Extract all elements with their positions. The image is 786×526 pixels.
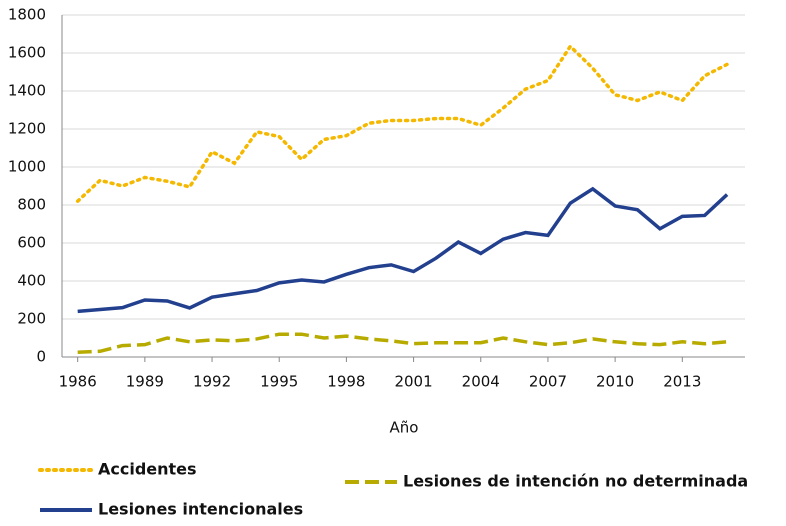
- x-tick-label: 2001: [394, 373, 432, 391]
- legend-label: Accidentes: [98, 460, 197, 479]
- y-tick-label: 1600: [8, 44, 46, 62]
- legend-label: Lesiones de intención no determinada: [403, 472, 748, 491]
- y-tick-label: 200: [17, 310, 46, 328]
- x-tick-label: 1992: [193, 373, 231, 391]
- x-tick-label: 2013: [663, 373, 701, 391]
- x-tick-label: 2004: [462, 373, 500, 391]
- y-tick-label: 800: [17, 196, 46, 214]
- x-tick-label: 1998: [327, 373, 365, 391]
- x-tick-label: 1989: [126, 373, 164, 391]
- y-tick-label: 1800: [8, 6, 46, 24]
- x-axis-label: Año: [390, 419, 419, 437]
- y-tick-label: 1000: [8, 158, 46, 176]
- y-tick-label: 0: [36, 348, 46, 366]
- x-tick-label: 2007: [529, 373, 567, 391]
- x-tick-label: 2010: [596, 373, 634, 391]
- y-tick-label: 400: [17, 272, 46, 290]
- legend-label: Lesiones intencionales: [98, 500, 303, 519]
- x-tick-label: 1986: [59, 373, 97, 391]
- y-tick-label: 1200: [8, 120, 46, 138]
- x-tick-label: 1995: [260, 373, 298, 391]
- series-line: [75, 43, 729, 203]
- y-tick-label: 600: [17, 234, 46, 252]
- y-tick-label: 1400: [8, 82, 46, 100]
- series-line: [77, 332, 728, 354]
- series-line: [77, 186, 729, 314]
